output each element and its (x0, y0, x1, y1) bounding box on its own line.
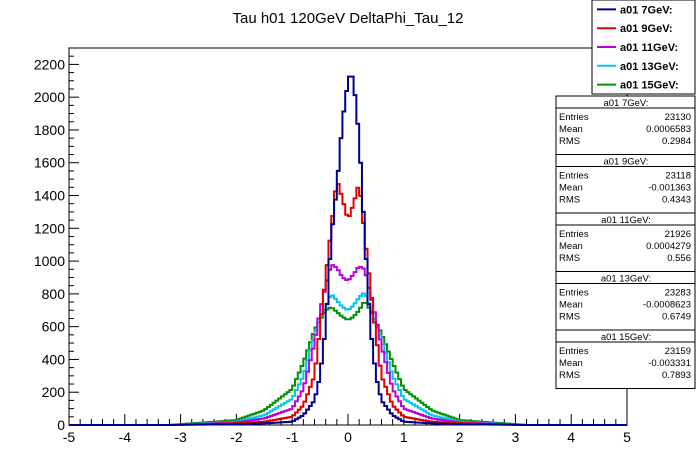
stats-mean-value: -0.0008623 (643, 300, 691, 311)
series-line (69, 301, 627, 426)
stats-entries-value: 23159 (665, 346, 691, 357)
x-tick-label: 2 (456, 429, 464, 445)
stats-entries-value: 21926 (665, 229, 691, 240)
stats-entries-label: Entries (559, 288, 589, 299)
stats-box (555, 212, 696, 272)
stats-mean-label: Mean (559, 300, 583, 311)
legend-label: a01 13GeV: (620, 61, 679, 73)
y-tick-label: 2200 (34, 56, 65, 72)
y-tick-label: 0 (57, 417, 65, 433)
y-tick-label: 1800 (34, 122, 65, 138)
series-line (69, 75, 627, 426)
stats-entries-value: 23118 (665, 171, 691, 182)
y-tick-label: 1000 (34, 253, 65, 269)
stats-rms-label: RMS (559, 253, 580, 264)
stats-entries-label: Entries (559, 229, 589, 240)
stats-entries-label: Entries (559, 346, 589, 357)
stats-entries-value: 23283 (665, 288, 691, 299)
stats-rms-value: 0.6749 (662, 312, 691, 323)
legend-label: a01 15GeV: (620, 80, 679, 92)
y-tick-label: 200 (42, 384, 66, 400)
stats-box (555, 271, 696, 331)
stats-panel: a01 9GeV: Entries 23118 Mean -0.001363 RMS 0.4… (555, 154, 696, 214)
y-tick-label: 1600 (34, 155, 65, 171)
stats-box (555, 154, 696, 214)
series-line (69, 183, 627, 426)
stats-entries-label: Entries (559, 112, 589, 123)
stats-mean-label: Mean (559, 358, 583, 369)
legend-label: a01 9GeV: (620, 23, 673, 35)
stats-title: a01 9GeV: (603, 157, 648, 168)
y-tick-label: 600 (42, 319, 66, 335)
stats-title: a01 7GeV: (603, 98, 648, 109)
x-tick-label: -5 (63, 429, 76, 445)
stats-entries-value: 23130 (665, 112, 691, 123)
stats-rms-value: 0.4343 (662, 195, 691, 206)
plot-frame (68, 47, 628, 426)
stats-mean-value: -0.003331 (648, 358, 691, 369)
stats-mean-value: -0.001363 (648, 183, 691, 194)
stats-mean-value: 0.0004279 (646, 241, 691, 252)
stats-rms-label: RMS (559, 370, 580, 381)
y-axis: 0 200 400 600 800 1000 1200 1400 1600 1800 2000 220… (34, 47, 79, 433)
stats-rms-label: RMS (559, 136, 580, 147)
series-line (69, 264, 627, 426)
x-tick-label: -4 (119, 429, 132, 445)
stats-title: a01 11GeV: (601, 215, 651, 226)
stats-rms-label: RMS (559, 312, 580, 323)
x-tick-label: -3 (174, 429, 187, 445)
y-tick-label: 1200 (34, 220, 65, 236)
x-tick-label: -2 (230, 429, 243, 445)
stats-rms-label: RMS (559, 195, 580, 206)
legend-label: a01 11GeV: (620, 42, 678, 54)
y-tick-label: 400 (42, 351, 66, 367)
stats-box (555, 329, 696, 389)
y-tick-label: 2000 (34, 89, 65, 105)
stats-panel: a01 15GeV: Entries 23159 Mean -0.003331 RMS 0.… (555, 329, 696, 389)
x-axis: -5 -4 -3 -2 -1 0 1 2 3 4 5 (63, 414, 631, 445)
stats-panels: a01 7GeV: Entries 23130 Mean 0.0006583 RMS 0.2… (555, 95, 696, 389)
stats-mean-label: Mean (559, 124, 583, 135)
stats-title: a01 15GeV: (601, 332, 651, 343)
series-layer (69, 75, 627, 426)
x-tick-label: 4 (567, 429, 575, 445)
stats-panel: a01 11GeV: Entries 21926 Mean 0.0004279 RMS 0.… (555, 212, 696, 272)
stats-mean-label: Mean (559, 241, 583, 252)
stats-rms-value: 0.7893 (662, 370, 691, 381)
x-tick-label: -1 (286, 429, 299, 445)
stats-panel: a01 7GeV: Entries 23130 Mean 0.0006583 RMS 0.2… (555, 95, 696, 155)
stats-rms-value: 0.2984 (662, 136, 691, 147)
x-tick-label: 1 (400, 429, 408, 445)
x-tick-label: 5 (623, 429, 631, 445)
legend-label: a01 7GeV: (620, 4, 673, 16)
stats-box (555, 95, 696, 155)
stats-title: a01 13GeV: (601, 274, 651, 285)
stats-panel: a01 13GeV: Entries 23283 Mean -0.0008623 RMS 0… (555, 271, 696, 331)
y-tick-label: 800 (42, 286, 66, 302)
stats-mean-label: Mean (559, 183, 583, 194)
stats-entries-label: Entries (559, 171, 589, 182)
x-tick-label: 3 (512, 429, 520, 445)
stats-rms-value: 0.556 (667, 253, 691, 264)
y-tick-label: 1400 (34, 188, 65, 204)
stats-mean-value: 0.0006583 (646, 124, 691, 135)
legend: a01 7GeV: a01 9GeV: a01 11GeV: a01 13GeV: a0… (591, 0, 696, 95)
chart-title: Tau h01 120GeV DeltaPhi_Tau_12 (232, 10, 463, 27)
series-line (69, 292, 627, 426)
x-tick-label: 0 (344, 429, 352, 445)
